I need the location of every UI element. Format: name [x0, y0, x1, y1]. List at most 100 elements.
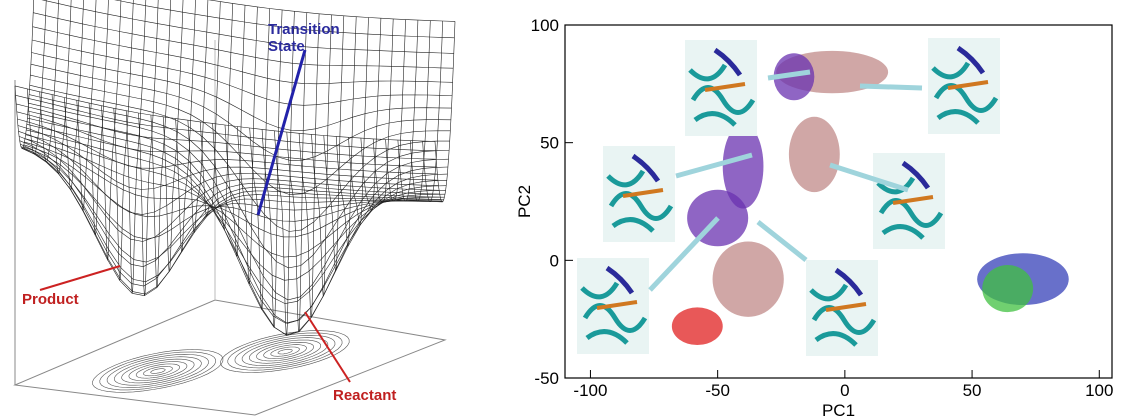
contour — [143, 366, 173, 377]
floor — [13, 299, 447, 416]
contour — [270, 346, 300, 357]
y-tick-label: 100 — [531, 16, 559, 35]
mesh-line — [30, 74, 451, 195]
pointer — [39, 265, 121, 291]
contour — [241, 337, 329, 366]
helix — [901, 160, 931, 190]
contour — [256, 341, 314, 362]
mesh-line — [41, 0, 454, 54]
point-cloud — [722, 123, 764, 209]
strand — [622, 188, 664, 198]
helix — [713, 47, 743, 77]
x-tick-label: -100 — [573, 381, 607, 400]
label-line: State — [268, 38, 305, 55]
strand — [596, 300, 638, 310]
mesh-line — [30, 63, 451, 161]
label: Reactant — [333, 387, 396, 404]
structure-inset — [577, 258, 649, 354]
point-cloud — [712, 241, 784, 317]
contour — [263, 344, 307, 359]
mesh-line — [26, 129, 447, 324]
arrow — [767, 69, 811, 81]
arrow — [648, 216, 720, 292]
helix — [688, 63, 756, 127]
mesh-line — [323, 15, 345, 272]
x-tick-label: 50 — [963, 381, 982, 400]
pointer — [256, 49, 307, 216]
mesh-line — [410, 20, 431, 202]
strand — [892, 195, 934, 205]
helix — [631, 153, 661, 183]
structure-inset — [873, 153, 945, 249]
contour — [128, 361, 188, 381]
strand — [825, 302, 867, 312]
helix — [956, 45, 986, 75]
mesh-line — [311, 14, 332, 298]
helix — [580, 281, 648, 345]
pca-plot: -100 -50 0 50 100 -50 0 50 100 PC1 PC2 — [515, 16, 1113, 418]
contour — [234, 334, 336, 369]
mesh-line — [23, 146, 444, 240]
mesh-line — [348, 17, 369, 226]
contour — [249, 339, 321, 364]
x-tick-label: 0 — [840, 381, 849, 400]
mesh-line — [335, 16, 357, 247]
helix — [606, 169, 674, 233]
mesh-line — [27, 117, 448, 336]
mesh-line — [286, 12, 308, 333]
label: Transition State — [268, 21, 340, 55]
mesh-line — [32, 39, 453, 106]
contour — [227, 332, 343, 371]
mesh-line — [207, 0, 456, 22]
structure-inset — [806, 260, 878, 356]
mesh-line — [20, 143, 441, 287]
mesh-line — [261, 9, 283, 328]
mesh-line — [26, 124, 447, 336]
y-tick-label: -50 — [534, 369, 559, 388]
mesh-line — [114, 0, 455, 39]
structure-inset — [685, 40, 757, 136]
mesh-line — [24, 138, 446, 281]
point-cloud — [788, 116, 840, 193]
mesh-line — [237, 6, 258, 285]
helix — [605, 265, 635, 295]
y-tick-label: 50 — [540, 134, 559, 153]
mesh-line — [76, 0, 97, 212]
y-axis-label: PC2 — [515, 185, 534, 218]
mesh-line — [29, 84, 450, 232]
contour — [220, 330, 350, 373]
arrow — [675, 152, 753, 179]
mesh-line — [249, 8, 270, 310]
mesh-line — [385, 19, 406, 202]
mesh-line — [298, 13, 320, 318]
mesh-line — [422, 20, 443, 202]
mesh-line — [31, 52, 452, 131]
helix — [834, 267, 864, 297]
pointer — [304, 311, 351, 383]
contour — [121, 358, 195, 384]
contour — [106, 353, 209, 388]
mesh-line — [397, 20, 419, 202]
x-tick-label: -50 — [705, 381, 730, 400]
x-axis-label: PC1 — [822, 401, 855, 418]
mesh-line — [14, 0, 35, 149]
mesh-line — [64, 0, 84, 191]
structure-inset — [603, 146, 675, 242]
point-cloud — [671, 307, 723, 346]
mesh-line — [125, 0, 147, 294]
contour — [150, 368, 166, 374]
mesh-line — [27, 110, 448, 324]
mesh-line — [28, 102, 449, 301]
contour — [114, 356, 202, 386]
mesh-line — [360, 18, 382, 211]
strand — [947, 80, 989, 90]
y-tick-label: 0 — [550, 251, 559, 270]
strand — [704, 82, 746, 92]
contour — [277, 349, 293, 355]
arrow — [756, 220, 808, 262]
plot-frame — [564, 24, 1113, 379]
x-tick-label: 100 — [1085, 381, 1113, 400]
label: Product — [22, 291, 79, 308]
mesh-line — [434, 21, 456, 203]
